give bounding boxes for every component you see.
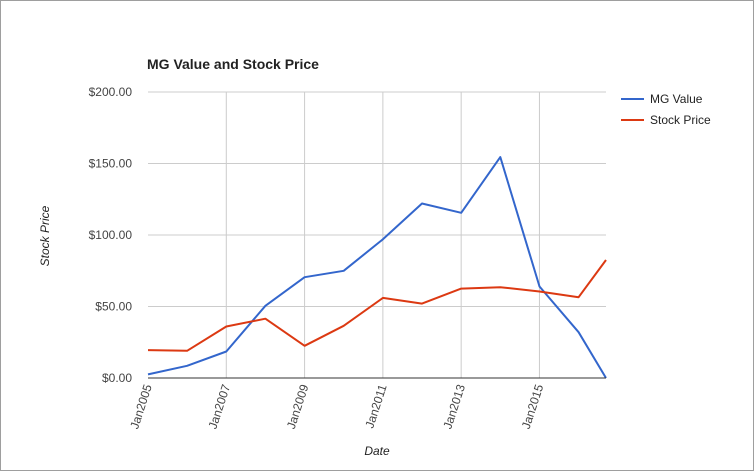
x-axis-ticks: Jan2005 Jan2007 Jan2009 Jan2011 Jan2013 Jan20… [127,382,546,430]
x-tick-label: Jan2015 [519,382,547,430]
chart-title: MG Value and Stock Price [147,56,319,72]
y-tick-label: $50.00 [95,300,132,314]
y-axis-label: Stock Price [38,205,52,266]
y-tick-label: $200.00 [89,85,133,99]
grid [148,91,606,378]
x-tick-label: Jan2005 [127,382,155,430]
legend-label-stock-price: Stock Price [650,113,711,127]
series-lines [147,156,607,379]
y-tick-label: $100.00 [89,228,133,242]
x-tick-label: Jan2013 [440,382,468,430]
series-line-stock-price [147,259,607,352]
y-tick-label: $150.00 [89,157,133,171]
legend: MG Value Stock Price [621,92,711,127]
y-axis-ticks: $0.00 $50.00 $100.00 $150.00 $200.00 [89,85,133,385]
x-tick-label: Jan2007 [206,382,234,430]
y-tick-label: $0.00 [102,371,132,385]
legend-label-mg-value: MG Value [650,92,703,106]
x-axis-label: Date [364,444,390,458]
x-tick-label: Jan2011 [362,382,389,430]
series-line-mg-value [147,156,607,379]
x-tick-label: Jan2009 [284,382,312,430]
